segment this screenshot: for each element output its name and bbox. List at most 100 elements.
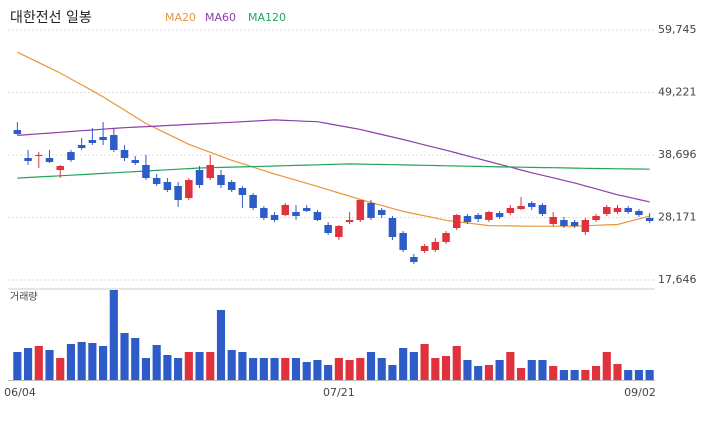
- volume-bar: [356, 358, 365, 380]
- y-tick-label: 17,646: [658, 273, 697, 286]
- candle-body: [485, 211, 493, 220]
- volume-bar: [206, 352, 215, 380]
- candle-body: [592, 216, 600, 220]
- volume-bar: [174, 358, 183, 380]
- candle-body: [506, 208, 515, 213]
- volume-bar: [120, 333, 129, 380]
- y-tick-label: 49,221: [658, 85, 697, 98]
- candle-body: [24, 158, 32, 161]
- candle-body: [452, 215, 461, 229]
- volume-bar: [634, 370, 643, 380]
- legend-entry: MA20: [165, 11, 196, 24]
- volume-label: 거래량: [10, 291, 38, 303]
- candle-body: [270, 215, 279, 220]
- volume-bar: [302, 362, 311, 380]
- volume-bar: [581, 370, 590, 380]
- volume-bar: [88, 343, 97, 380]
- y-tick-label: 38,696: [658, 148, 697, 161]
- volume-bar: [45, 350, 54, 380]
- volume-bar: [313, 360, 322, 380]
- volume-bar: [216, 310, 226, 380]
- candle-body: [110, 135, 118, 150]
- candle-body: [581, 219, 590, 232]
- candle-body: [281, 204, 290, 216]
- candle-body: [345, 219, 354, 223]
- volume-bar: [34, 346, 43, 380]
- volume-bar: [409, 352, 418, 380]
- candle-body: [238, 187, 247, 195]
- ma-line: [17, 51, 650, 227]
- candle-body: [335, 225, 343, 237]
- volume-bar: [324, 365, 333, 380]
- volume-bar: [152, 345, 161, 380]
- candle-body: [420, 246, 429, 251]
- candle-body: [206, 165, 215, 179]
- legend-entry: MA120: [248, 11, 286, 24]
- candle-body: [88, 140, 97, 143]
- candle-body: [227, 181, 236, 191]
- volume-bar: [495, 360, 504, 380]
- volume-bar: [645, 370, 654, 380]
- volume-bar: [441, 356, 451, 380]
- volume-bar: [399, 348, 408, 380]
- volume-bar: [238, 352, 247, 380]
- candle-body: [292, 211, 300, 217]
- volume-bar: [195, 352, 204, 380]
- candle-body: [367, 203, 375, 218]
- candle-body: [570, 222, 579, 226]
- candle-body: [77, 144, 86, 149]
- candle-body: [142, 165, 150, 179]
- chart-title: 대한전선 일봉: [10, 10, 92, 26]
- volume-bar: [516, 368, 526, 380]
- candle-body: [249, 194, 257, 209]
- candle-body: [624, 208, 632, 212]
- volume-bar: [463, 360, 472, 380]
- candle-body: [260, 208, 268, 218]
- volume-bar: [259, 358, 268, 380]
- ma-line: [17, 163, 650, 179]
- volume-bar: [549, 366, 558, 380]
- volume-bar: [109, 290, 118, 380]
- candle-body: [56, 166, 64, 170]
- ma-line: [17, 119, 650, 203]
- candle-body: [99, 136, 107, 141]
- volume-bar: [66, 344, 76, 380]
- candle-body: [313, 211, 322, 220]
- volume-bar: [624, 370, 633, 380]
- y-tick-label: 28,171: [658, 210, 697, 223]
- candle-body: [410, 256, 418, 262]
- volume-bar: [484, 365, 493, 380]
- candle-body: [174, 185, 182, 200]
- volume-bar: [591, 366, 601, 380]
- y-tick-label: 59,745: [658, 23, 697, 36]
- volume-bar: [538, 360, 547, 380]
- volume-bar: [366, 352, 376, 380]
- volume-bar: [270, 358, 279, 380]
- candle-body: [163, 181, 172, 191]
- volume-bar: [559, 370, 568, 380]
- candle-body: [635, 210, 643, 216]
- volume-bar: [377, 358, 386, 380]
- volume-bar: [345, 360, 354, 380]
- x-tick-label: 06/04: [4, 386, 36, 399]
- candle-body: [603, 206, 611, 215]
- volume-bar: [474, 366, 483, 380]
- candle-body: [35, 154, 43, 156]
- candle-body: [185, 180, 193, 199]
- candle-body: [377, 210, 386, 216]
- candle-body: [399, 233, 407, 250]
- volume-bar: [13, 352, 22, 380]
- candle-body: [388, 217, 397, 237]
- candle-body: [67, 152, 75, 161]
- volume-bar: [184, 352, 193, 380]
- candle-body: [152, 178, 161, 185]
- volume-bar: [77, 342, 86, 380]
- candle-body: [45, 158, 54, 162]
- candle-body: [195, 169, 204, 186]
- volume-bar: [24, 348, 33, 380]
- candle-body: [131, 160, 139, 163]
- candle-body: [495, 212, 504, 217]
- volume-bar: [506, 352, 515, 380]
- volume-bar: [527, 360, 536, 380]
